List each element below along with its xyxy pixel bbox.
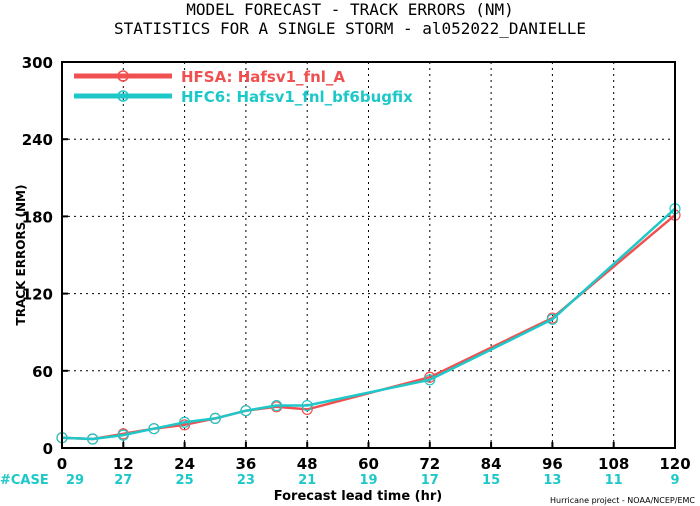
case-count: 27 xyxy=(114,473,132,488)
data-point xyxy=(87,433,99,445)
y-tick-label: 0 xyxy=(43,440,53,458)
case-count: 13 xyxy=(543,473,561,488)
case-count: 17 xyxy=(421,473,439,488)
x-tick-label: 96 xyxy=(542,455,563,473)
x-tick-label: 84 xyxy=(481,455,502,473)
case-count: 23 xyxy=(237,473,255,488)
x-tick-label: 72 xyxy=(419,455,440,473)
x-tick-label: 0 xyxy=(57,455,67,473)
chart-title-line1: MODEL FORECAST - TRACK ERRORS (NM) xyxy=(186,0,514,19)
x-tick-label: 60 xyxy=(358,455,379,473)
case-count-row: #CASE 29 27 25 23 21 19 17 15 13 11 9 xyxy=(0,473,680,488)
x-tick-label: 108 xyxy=(598,455,629,473)
chart-title-line2: STATISTICS FOR A SINGLE STORM - al052022… xyxy=(114,19,586,38)
case-count: 21 xyxy=(298,473,316,488)
data-point xyxy=(117,429,129,441)
y-tick-label: 120 xyxy=(22,286,53,304)
y-tick-label: 240 xyxy=(22,131,53,149)
legend-label: HFSA: Hafsv1_fnl_A xyxy=(181,68,345,86)
credit-text: Hurricane project - NOAA/NCEP/EMC xyxy=(550,496,695,505)
y-tick-label: 300 xyxy=(22,54,53,72)
x-tick-label: 36 xyxy=(235,455,256,473)
data-point xyxy=(424,374,436,386)
case-count: 19 xyxy=(359,473,377,488)
series-layer xyxy=(56,203,681,445)
legend-marker xyxy=(117,70,129,82)
case-count: 15 xyxy=(482,473,500,488)
data-point xyxy=(148,423,160,435)
y-tick-label: 60 xyxy=(32,363,53,381)
x-tick-label: 48 xyxy=(297,455,318,473)
grid-lines xyxy=(62,62,675,448)
y-axis-label: TRACK ERRORS (NM) xyxy=(14,185,28,326)
case-count: 25 xyxy=(176,473,194,488)
case-count: 9 xyxy=(670,473,679,488)
x-tick-label: 120 xyxy=(659,455,690,473)
case-count: 11 xyxy=(605,473,623,488)
data-point xyxy=(209,412,221,425)
case-count: 29 xyxy=(66,473,84,488)
axis-ticks: 0 12 24 36 48 60 72 84 96 108 120 0 60 120 180 240 300 xyxy=(22,54,691,473)
legend-marker xyxy=(117,90,129,102)
legend: HFSA: Hafsv1_fnl_A HFC6: Hafsv1_fnl_bf6bu… xyxy=(74,68,413,106)
data-point xyxy=(179,419,191,431)
data-point xyxy=(270,399,283,412)
x-tick-label: 24 xyxy=(174,455,195,473)
x-tick-label: 12 xyxy=(113,455,134,473)
y-tick-label: 180 xyxy=(22,208,53,226)
data-point xyxy=(301,399,313,412)
data-point xyxy=(546,313,559,325)
x-axis-label: Forecast lead time (hr) xyxy=(274,489,442,504)
data-point xyxy=(179,416,191,428)
legend-label: HFC6: Hafsv1_fnl_bf6bugfix xyxy=(181,88,413,106)
data-point xyxy=(240,405,252,417)
case-label: #CASE xyxy=(0,473,49,488)
